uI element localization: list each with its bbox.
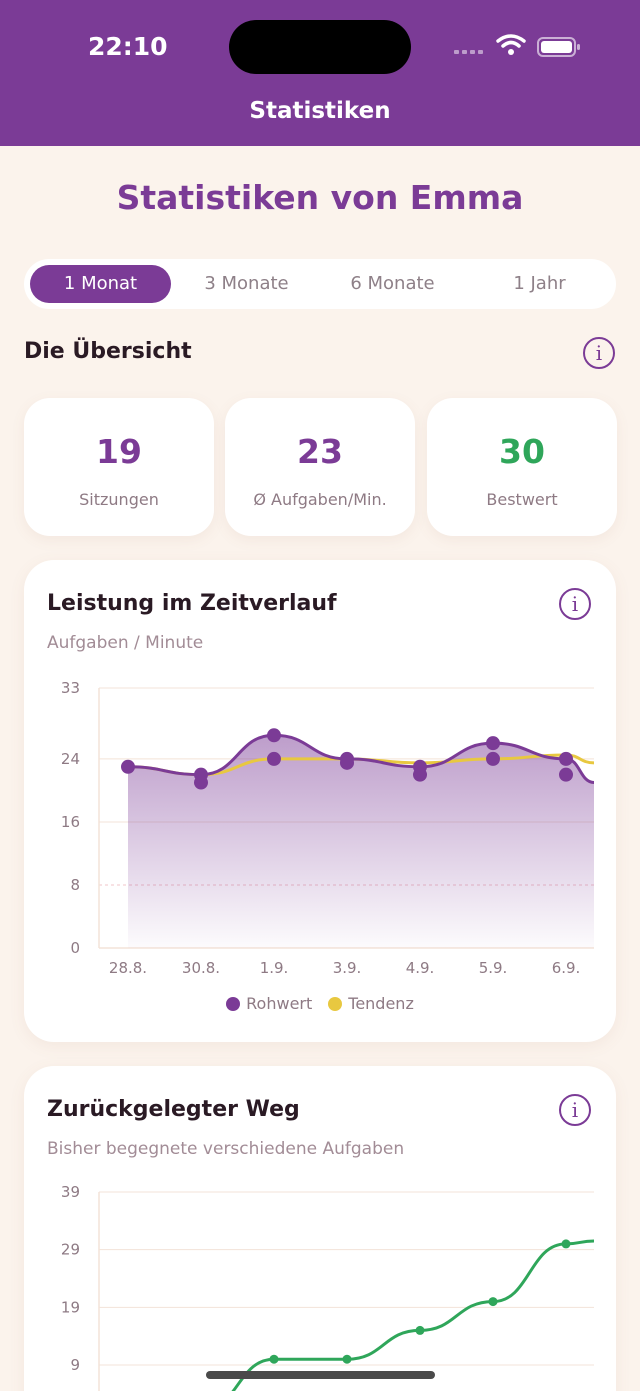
- area-fill: [128, 735, 594, 948]
- performance-card-subtitle: Aufgaben / Minute: [47, 633, 204, 653]
- cellular-signal-icon: [454, 50, 483, 54]
- data-point: [486, 751, 500, 766]
- tab-1-year[interactable]: 1 Jahr: [513, 273, 566, 294]
- data-point: [267, 751, 281, 766]
- y-tick-label: 33: [61, 679, 80, 697]
- data-point: [413, 767, 427, 782]
- nav-title: Statistiken: [249, 98, 391, 124]
- y-tick-label: 9: [70, 1356, 80, 1374]
- stat-value: 19: [96, 432, 142, 471]
- y-tick-label: 19: [61, 1298, 80, 1316]
- battery-icon: [537, 37, 580, 57]
- chart-legend: Rohwert Tendenz: [24, 994, 616, 1013]
- legend-trend-label: Tendenz: [348, 994, 414, 1013]
- distance-info-icon[interactable]: i: [559, 1094, 591, 1126]
- data-point: [342, 1354, 352, 1364]
- x-tick-label: 5.9.: [479, 959, 508, 977]
- x-tick-label: 30.8.: [182, 959, 220, 977]
- stat-value: 30: [499, 432, 545, 471]
- tab-1-month[interactable]: 1 Monat: [30, 265, 171, 303]
- stat-label: Sitzungen: [79, 490, 159, 509]
- legend-item-trend: Tendenz: [328, 994, 414, 1013]
- overview-info-icon[interactable]: i: [583, 337, 615, 369]
- stat-card-avg-tasks: 23 Ø Aufgaben/Min.: [225, 398, 415, 536]
- y-tick-label: 24: [61, 750, 80, 768]
- legend-trend-dot: [328, 996, 343, 1011]
- y-tick-label: 0: [70, 939, 80, 957]
- x-tick-label: 28.8.: [109, 959, 147, 977]
- legend-raw-label: Rohwert: [246, 994, 313, 1013]
- dynamic-island: [229, 20, 411, 74]
- status-time: 22:10: [88, 32, 168, 61]
- top-bar: 22:10 Statistiken: [0, 0, 640, 146]
- data-point: [486, 736, 500, 751]
- tab-3-months[interactable]: 3 Monate: [204, 273, 289, 294]
- legend-item-raw: Rohwert: [226, 994, 312, 1013]
- distance-card-subtitle: Bisher begegnete verschiedene Aufgaben: [47, 1139, 405, 1159]
- home-indicator: [206, 1371, 435, 1379]
- data-point: [559, 751, 573, 766]
- data-point: [194, 775, 208, 790]
- legend-raw-dot: [226, 996, 241, 1011]
- y-tick-label: 16: [61, 813, 80, 831]
- period-selector: 1 Monat 3 Monate 6 Monate 1 Jahr: [24, 259, 616, 309]
- data-point: [269, 1354, 279, 1364]
- performance-card: Leistung im Zeitverlauf i Aufgaben / Min…: [24, 560, 616, 1042]
- distance-line: [231, 1239, 595, 1391]
- stat-card-sessions: 19 Sitzungen: [24, 398, 214, 536]
- stat-value: 23: [297, 432, 343, 471]
- performance-chart: 0 8 16 24 33 28.8. 30.8. 1.9. 3.9. 4.9. 5.9. 6.9.: [61, 679, 595, 977]
- x-tick-label: 3.9.: [333, 959, 362, 977]
- data-point: [559, 767, 573, 782]
- x-tick-label: 1.9.: [260, 959, 289, 977]
- data-point: [415, 1325, 425, 1335]
- data-point: [267, 728, 281, 743]
- data-point: [488, 1297, 498, 1307]
- raw-line: [127, 733, 595, 785]
- data-point: [121, 759, 135, 774]
- stat-label: Ø Aufgaben/Min.: [253, 490, 387, 509]
- x-tick-label: 6.9.: [552, 959, 581, 977]
- x-tick-label: 4.9.: [406, 959, 435, 977]
- data-point: [340, 755, 354, 770]
- stat-card-best: 30 Bestwert: [427, 398, 617, 536]
- distance-card: Zurückgelegter Weg i Bisher begegnete ve…: [24, 1066, 616, 1391]
- overview-title: Die Übersicht: [24, 339, 192, 364]
- page-title: Statistiken von Emma: [116, 178, 524, 217]
- stat-label: Bestwert: [486, 490, 558, 509]
- y-tick-label: 8: [70, 876, 80, 894]
- tab-6-months[interactable]: 6 Monate: [350, 273, 435, 294]
- y-tick-label: 39: [61, 1183, 80, 1201]
- data-point: [561, 1239, 571, 1249]
- wifi-icon: [496, 34, 526, 55]
- performance-info-icon[interactable]: i: [559, 588, 591, 620]
- performance-card-title: Leistung im Zeitverlauf: [47, 591, 337, 616]
- distance-card-title: Zurückgelegter Weg: [47, 1097, 300, 1122]
- distance-chart: 9 19 29 39: [61, 1183, 595, 1391]
- y-tick-label: 29: [61, 1241, 80, 1259]
